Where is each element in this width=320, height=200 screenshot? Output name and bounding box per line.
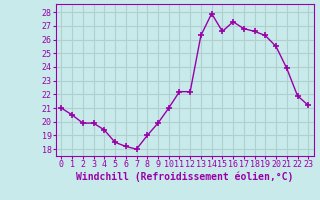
X-axis label: Windchill (Refroidissement éolien,°C): Windchill (Refroidissement éolien,°C) bbox=[76, 172, 293, 182]
